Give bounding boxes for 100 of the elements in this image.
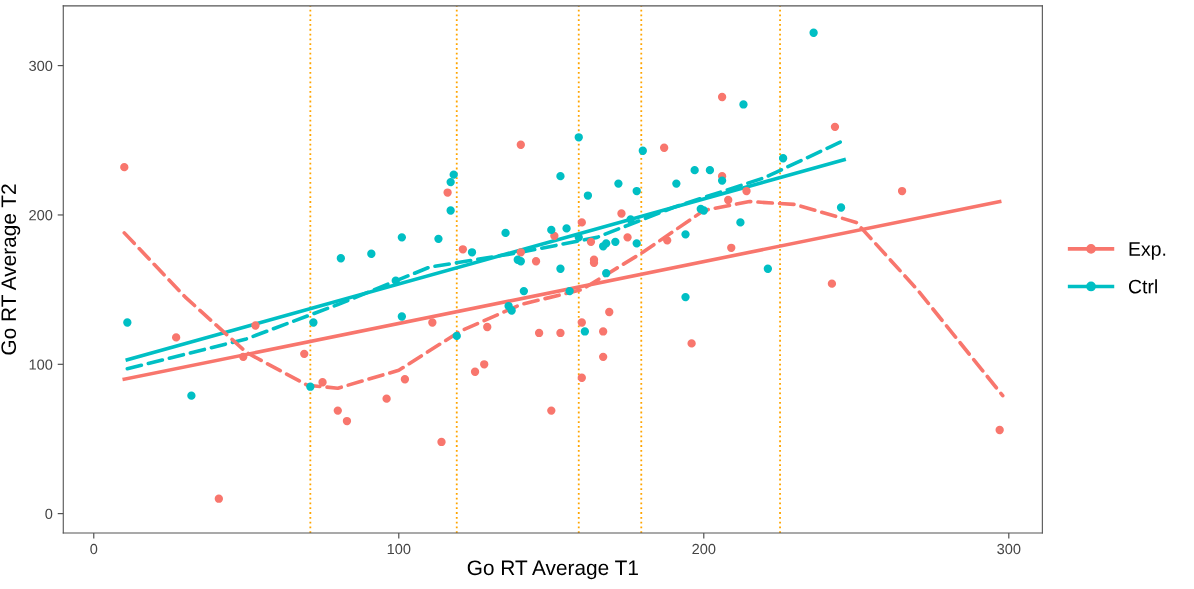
point [717, 92, 727, 102]
point [577, 373, 586, 382]
point [574, 133, 583, 142]
point [382, 394, 391, 403]
point [449, 170, 458, 179]
point [602, 269, 611, 278]
point [470, 367, 480, 376]
point [120, 163, 129, 172]
legend-label: Ctrl [1128, 279, 1157, 294]
x-tick-label: 100 [387, 543, 411, 555]
point [437, 437, 446, 447]
point [534, 328, 544, 338]
point [556, 328, 565, 338]
legend-label: Exp. [1129, 242, 1166, 260]
point [507, 306, 516, 315]
point [458, 245, 468, 254]
point [577, 318, 586, 327]
point [681, 292, 690, 302]
point [309, 318, 318, 327]
point [251, 321, 260, 330]
point [638, 146, 647, 155]
point [342, 416, 352, 426]
point [632, 186, 641, 196]
point [705, 165, 715, 175]
point [562, 224, 571, 233]
point [428, 318, 437, 327]
point [483, 322, 492, 332]
point [556, 171, 565, 181]
x-axis-title: Go RT Average T1 [467, 560, 638, 580]
y-axis-title: Go RT Average T2 [1, 184, 21, 355]
point [611, 237, 620, 247]
point [681, 230, 690, 239]
point [598, 352, 608, 361]
point [778, 154, 788, 163]
x-tick-label: 200 [692, 543, 716, 555]
point [400, 375, 410, 384]
x-tick-label: 0 [90, 543, 98, 555]
point [516, 248, 525, 257]
point [123, 318, 132, 327]
y-tick-label: 0 [45, 508, 53, 520]
point [556, 264, 565, 273]
point [605, 307, 614, 317]
x-tick-label: 300 [997, 543, 1021, 555]
point [690, 165, 699, 175]
point [830, 122, 840, 132]
point [577, 218, 586, 227]
point [306, 382, 315, 391]
point [626, 215, 635, 224]
point [336, 254, 346, 263]
y-tick-label: 200 [29, 210, 53, 221]
point [586, 237, 596, 247]
point [827, 279, 837, 288]
point [516, 140, 525, 149]
point [397, 312, 407, 321]
point [467, 248, 477, 257]
point [367, 249, 376, 258]
point [717, 176, 727, 185]
point [565, 286, 574, 296]
point [663, 236, 672, 245]
point [452, 331, 461, 341]
point [547, 225, 556, 235]
point [531, 257, 541, 266]
point [724, 195, 733, 205]
point [187, 391, 196, 400]
point [727, 243, 736, 252]
y-tick-label: 100 [29, 359, 53, 370]
point [623, 233, 632, 242]
point [300, 349, 309, 359]
point [632, 239, 641, 248]
point [443, 188, 452, 197]
point [598, 327, 608, 336]
point [995, 425, 1004, 435]
point [836, 203, 846, 212]
point [809, 28, 818, 37]
point [687, 339, 696, 348]
point [397, 233, 407, 242]
point [333, 406, 342, 415]
point [617, 209, 626, 218]
point [583, 191, 593, 200]
point [519, 286, 529, 296]
point [239, 352, 248, 361]
point [434, 234, 443, 244]
point [614, 179, 623, 188]
point [547, 406, 556, 415]
point [659, 143, 669, 152]
y-tick-label: 300 [29, 60, 53, 72]
point [391, 276, 400, 285]
point [446, 177, 455, 187]
point [742, 186, 751, 196]
point [897, 186, 907, 196]
point [214, 494, 223, 503]
point [763, 264, 773, 273]
point [739, 100, 748, 109]
point [446, 206, 455, 215]
point [736, 218, 745, 227]
point [501, 228, 510, 238]
point [480, 360, 489, 369]
point [171, 333, 181, 342]
point [318, 378, 327, 387]
point [672, 179, 681, 188]
